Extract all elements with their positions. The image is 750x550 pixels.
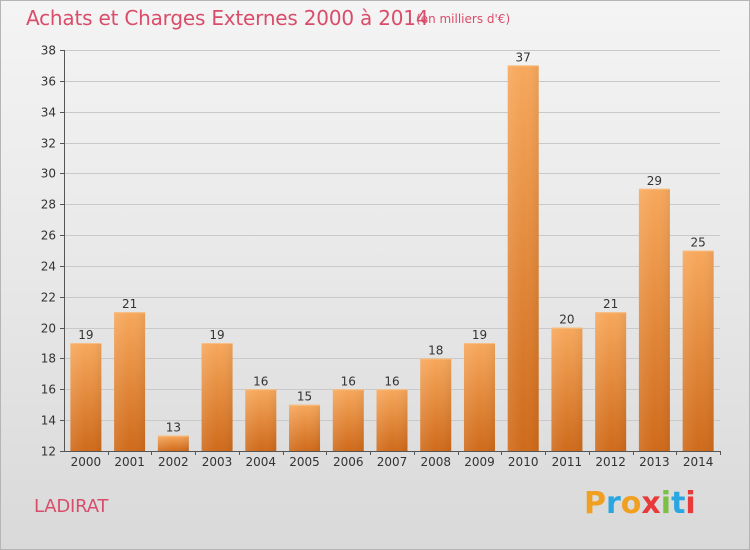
y-tick-label: 16 (41, 383, 56, 397)
data-label: 29 (647, 174, 662, 188)
y-tick-label: 38 (41, 44, 56, 58)
bar-sheen (157, 435, 189, 451)
data-label: 19 (209, 328, 224, 342)
logo-letter: o (620, 486, 642, 521)
bar-sheen (332, 389, 364, 451)
data-label: 13 (166, 421, 181, 435)
bar-sheen (376, 389, 408, 451)
y-tick-label: 24 (41, 260, 56, 274)
x-tick-label: 2013 (639, 455, 670, 469)
data-label: 16 (253, 374, 268, 388)
bar-sheen (289, 404, 321, 451)
x-tick-label: 2010 (508, 455, 539, 469)
bar-layer (70, 65, 714, 452)
bar-sheen (420, 358, 452, 451)
bar-sheen (201, 343, 233, 451)
bar-sheen (595, 312, 627, 451)
x-tick-label: 2011 (552, 455, 583, 469)
bar-sheen (70, 343, 102, 451)
logo-letter: P (584, 486, 606, 521)
label-layer: 19 21 13 19 16 15 16 16 18 19 37 20 21 29 25 (78, 50, 706, 434)
logo-letter: r (606, 486, 621, 521)
y-tick-label: 18 (41, 352, 56, 366)
bar-sheen (682, 250, 714, 451)
logo-letter: i (685, 486, 696, 521)
y-tick-label: 12 (41, 445, 56, 459)
axis-layer: 12 14 16 18 20 22 24 26 28 30 32 34 36 38 2000 2001 2002… (41, 44, 721, 469)
data-label: 16 (384, 374, 399, 388)
bar-sheen (507, 65, 539, 451)
bar-sheen (638, 188, 670, 452)
x-tick-label: 2007 (377, 455, 408, 469)
x-tick-label: 2006 (333, 455, 364, 469)
bar-sheen (114, 312, 146, 451)
x-tick-label: 2009 (464, 455, 495, 469)
data-label: 19 (78, 328, 93, 342)
chart-subtitle: (en milliers d'€) (416, 12, 511, 26)
y-tick-label: 34 (41, 106, 56, 120)
x-tick-label: 2004 (246, 455, 277, 469)
bar-sheen (245, 389, 277, 451)
x-tick-label: 2000 (71, 455, 102, 469)
y-tick-label: 20 (41, 322, 56, 336)
data-label: 18 (428, 343, 443, 357)
y-tick-label: 30 (41, 167, 56, 181)
data-label: 37 (516, 50, 531, 64)
y-tick-label: 22 (41, 291, 56, 305)
data-label: 25 (690, 236, 705, 250)
bar-sheen (551, 327, 583, 451)
logo-letter: t (671, 486, 686, 521)
y-tick-label: 14 (41, 414, 56, 428)
x-tick-label: 2008 (420, 455, 451, 469)
x-tick-label: 2005 (289, 455, 320, 469)
y-tick-label: 36 (41, 75, 56, 89)
chart-title: Achats et Charges Externes 2000 à 2014 (26, 6, 429, 30)
data-label: 16 (341, 374, 356, 388)
x-tick-label: 2002 (158, 455, 189, 469)
y-tick-label: 28 (41, 198, 56, 212)
x-tick-label: 2012 (595, 455, 626, 469)
commune-name: LADIRAT (34, 496, 109, 517)
x-tick-label: 2003 (202, 455, 233, 469)
logo-letter: x (641, 486, 661, 521)
bar-sheen (463, 343, 495, 451)
data-label: 21 (603, 297, 618, 311)
x-tick-label: 2014 (683, 455, 714, 469)
logo-letter: i (660, 486, 672, 521)
y-tick-label: 32 (41, 137, 56, 151)
data-label: 20 (559, 313, 574, 327)
proxiti-logo: Proxiti (584, 486, 696, 521)
data-label: 21 (122, 297, 137, 311)
x-tick-label: 2001 (114, 455, 145, 469)
data-label: 19 (472, 328, 487, 342)
y-tick-label: 26 (41, 229, 56, 243)
data-label: 15 (297, 390, 312, 404)
